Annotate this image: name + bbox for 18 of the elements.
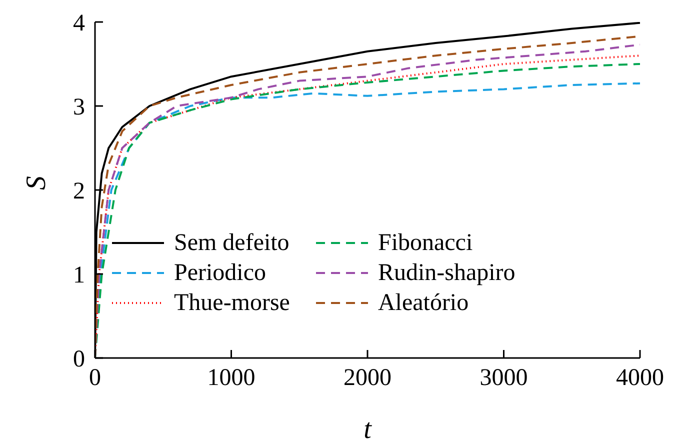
- y-axis-title: S: [20, 176, 52, 190]
- legend-label: Rudin-shapiro: [378, 260, 516, 286]
- y-tick-label: 1: [73, 262, 85, 289]
- legend-label: Thue-morse: [174, 290, 290, 316]
- y-tick-label: 2: [73, 178, 85, 205]
- x-tick-label: 3000: [480, 365, 528, 392]
- x-tick-label: 2000: [344, 365, 392, 392]
- y-tick-label: 0: [73, 346, 85, 373]
- legend-label: Fibonacci: [378, 230, 473, 256]
- x-tick-label: 1000: [207, 365, 256, 392]
- legend-label: Aleatório: [378, 290, 469, 316]
- y-tick-label: 4: [73, 10, 85, 37]
- x-axis-title: t: [364, 414, 373, 445]
- y-tick-label: 3: [73, 94, 85, 121]
- legend-label: Periodico: [174, 260, 266, 286]
- legend-label: Sem defeito: [174, 230, 290, 256]
- x-tick-label: 0: [89, 365, 101, 392]
- x-tick-label: 4000: [616, 365, 664, 392]
